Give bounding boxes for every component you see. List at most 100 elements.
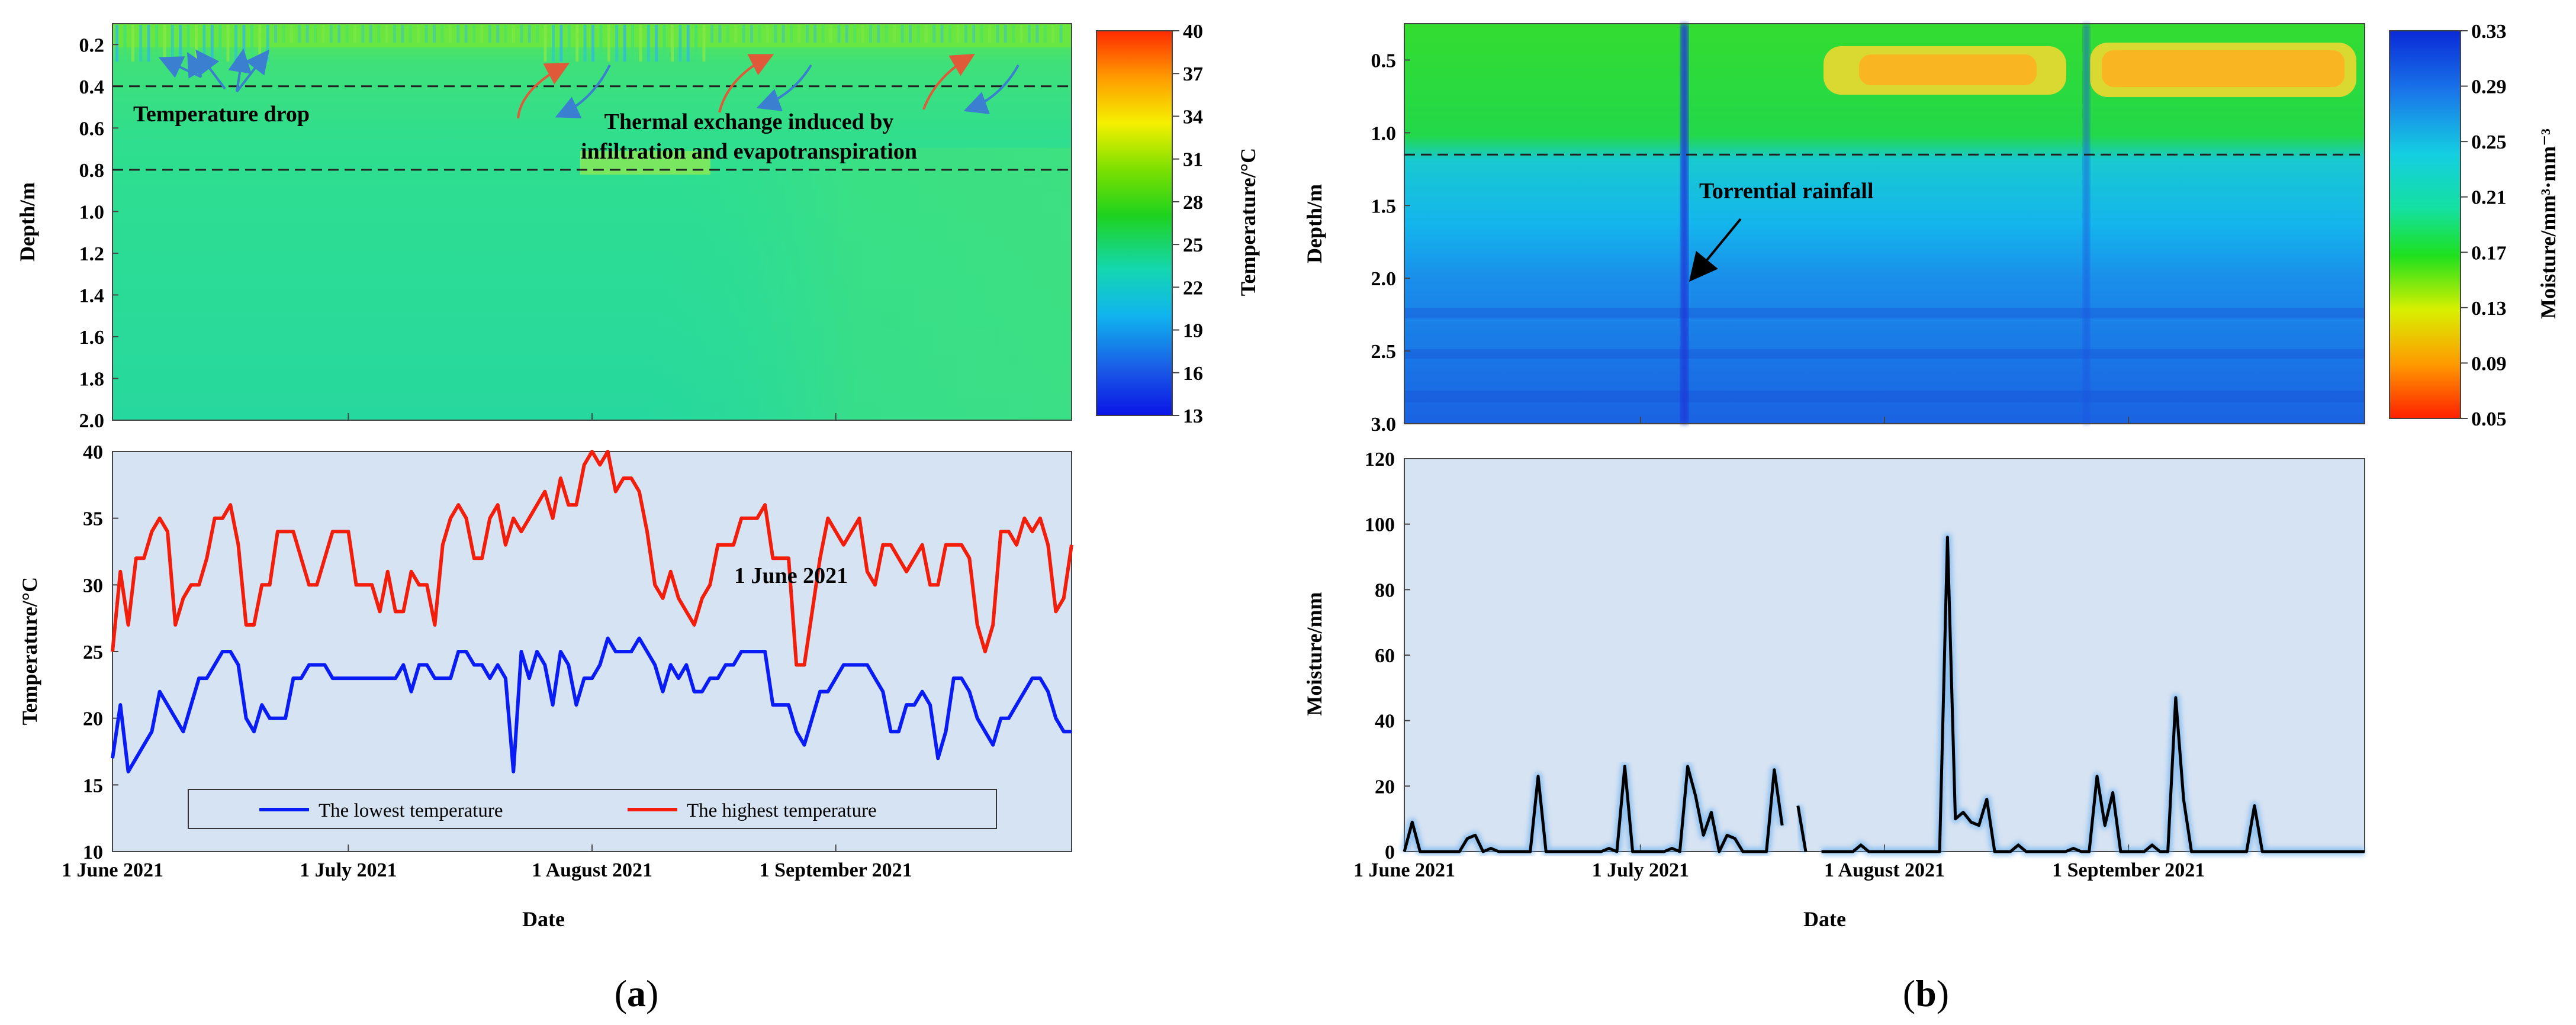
a-bottom-y-tick-label: 30	[83, 575, 103, 597]
surface-stripe	[774, 25, 777, 43]
a-top-y-tick-label: 1.0	[79, 201, 105, 223]
surface-stripe	[678, 25, 682, 62]
surface-stripe	[790, 25, 793, 43]
panel-label-b: (b)	[1903, 972, 1949, 1014]
surface-stripe	[813, 25, 817, 43]
surface-stripe	[916, 25, 920, 43]
surface-stripe	[623, 25, 626, 62]
surface-stripe	[472, 25, 475, 43]
surface-stripe	[940, 25, 944, 43]
a-bottom-ylabel: Temperature/°C	[18, 577, 41, 725]
panel-a-bottom: 40 35 30 25 20 15 10 1 June 2021 1 July 2021 1 A…	[18, 441, 1073, 931]
surface-stripe	[258, 25, 262, 62]
surface-stripe	[369, 25, 372, 43]
moisture-colorbar-tick-label: 0.29	[2471, 76, 2507, 98]
moisture-band-2	[1404, 349, 2365, 359]
surface-stripe	[988, 25, 991, 43]
moisture-colorbar-tick-label: 0.21	[2471, 187, 2507, 209]
moisture-colorbar: 0.33 0.29 0.25 0.21 0.17 0.13 0.09 0.05 Moistur…	[2389, 21, 2560, 430]
b-top-x-ticks	[1404, 417, 2130, 424]
surface-stripe	[1035, 25, 1039, 43]
b-top-y-tick-label: 0.5	[1371, 50, 1397, 72]
surface-stripe	[298, 25, 301, 43]
surface-stripe	[575, 25, 579, 62]
surface-stripe	[932, 25, 936, 43]
temperature-drop-arrows	[158, 49, 269, 93]
temperature-colorbar-tick-label: 16	[1183, 363, 1203, 385]
surface-stripe	[329, 25, 333, 43]
surface-stripe	[250, 25, 253, 62]
surface-stripe	[242, 25, 246, 62]
surface-stripe	[218, 25, 222, 62]
a-top-y-tick-label: 0.8	[79, 160, 105, 182]
surface-stripe	[393, 25, 396, 43]
surface-stripe	[869, 25, 872, 43]
surface-stripe	[1051, 25, 1055, 43]
surface-stripe	[702, 25, 706, 62]
torrential-rainfall-arrow	[1689, 218, 1742, 282]
surface-stripe	[837, 25, 841, 43]
surface-stripe	[464, 25, 468, 43]
surface-stripe	[337, 25, 341, 43]
surface-stripe	[663, 25, 666, 62]
panel-b-top: 0.5 1.0 1.5 2.0 2.5 3.0 Torrential rainfall D…	[1303, 23, 2365, 436]
surface-stripe	[528, 25, 531, 43]
surface-stripe	[782, 25, 785, 43]
surface-stripe	[599, 25, 603, 62]
b-top-y-tick-label: 2.0	[1371, 268, 1397, 290]
temperature-colorbar-tick-label: 31	[1183, 149, 1203, 171]
series-lowest-temperature	[111, 636, 1072, 773]
surface-stripe	[202, 25, 206, 62]
surface-stripe	[647, 25, 650, 62]
b-bottom-xlabel: Date	[1803, 907, 1846, 931]
a-top-y-tick-label: 1.6	[79, 327, 105, 349]
surface-stripe	[710, 25, 713, 43]
surface-stripe	[448, 25, 452, 43]
surface-stripe	[195, 25, 198, 62]
svg-text:(a): (a)	[615, 972, 659, 1014]
surface-stripe	[845, 25, 848, 43]
b-bottom-y-tick-label: 40	[1375, 711, 1395, 733]
rainfall-streak-2	[2083, 24, 2090, 424]
b-top-y-tick-label: 1.5	[1371, 195, 1397, 217]
svg-text:(b): (b)	[1903, 972, 1949, 1014]
a-top-y-tick-label: 1.4	[79, 285, 105, 307]
a-top-y-tick-label: 1.2	[79, 243, 105, 265]
a-bottom-y-tick-label: 35	[83, 508, 103, 530]
surface-stripe	[179, 25, 182, 62]
moisture-colorbar-ticks: 0.33 0.29 0.25 0.21 0.17 0.13 0.09 0.05	[2461, 21, 2507, 430]
a-bottom-y-tick-label: 20	[83, 708, 103, 730]
moisture-colorbar-tick-label: 0.05	[2471, 408, 2507, 430]
surface-stripe	[877, 25, 880, 43]
surface-stripe	[504, 25, 507, 43]
legend-label-highest: The highest temperature	[687, 800, 877, 821]
panel-label-a-close: )	[646, 972, 658, 1014]
surface-stripe	[901, 25, 904, 43]
surface-stripe	[488, 25, 491, 43]
temperature-colorbar-tick-label: 22	[1183, 277, 1203, 299]
surface-stripes	[115, 25, 1063, 62]
annotation-thermal-exchange-line2: infiltration and evapotranspiration	[581, 139, 917, 164]
temperature-colorbar: 40 37 34 31 28 25 22 19 16 13 Temperature/°C	[1096, 21, 1260, 427]
surface-stripe	[909, 25, 912, 43]
moisture-line-segment	[1821, 536, 2365, 853]
temperature-colorbar-label: Temperature/°C	[1236, 148, 1260, 296]
surface-stripe	[345, 25, 349, 43]
surface-stripe	[639, 25, 642, 62]
surface-stripe	[607, 25, 610, 62]
moisture-line-segment	[1403, 765, 1784, 853]
surface-stripe	[385, 25, 388, 43]
panel-label-a-letter: a	[627, 972, 646, 1014]
surface-stripe	[314, 25, 317, 43]
surface-stripe	[591, 25, 594, 62]
surface-stripe	[147, 25, 150, 62]
b-bottom-y-tick-label: 60	[1375, 645, 1395, 667]
surface-stripe	[210, 25, 214, 62]
surface-stripe	[440, 25, 444, 43]
surface-stripe	[1020, 25, 1023, 43]
a-bottom-y-tick-label: 40	[83, 441, 103, 463]
moisture-colorbar-gradient	[2389, 30, 2461, 419]
a-bottom-x-tick-label: 1 July 2021	[300, 859, 397, 881]
surface-stripe	[583, 25, 587, 62]
temperature-colorbar-tick-label: 37	[1183, 63, 1203, 85]
